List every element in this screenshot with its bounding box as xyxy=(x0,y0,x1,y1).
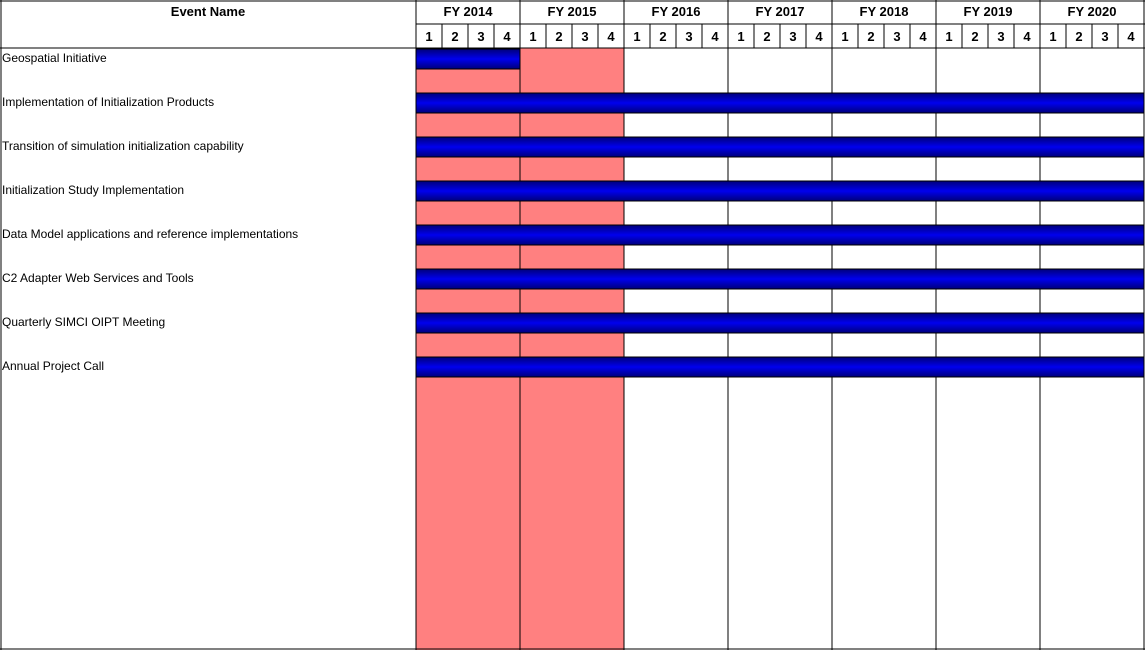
event-label: Implementation of Initialization Product… xyxy=(2,95,214,109)
quarter-label: 1 xyxy=(633,29,640,44)
quarter-label: 3 xyxy=(997,29,1004,44)
fiscal-year-label: FY 2016 xyxy=(652,4,701,19)
event-bar xyxy=(415,48,521,70)
quarter-label: 2 xyxy=(659,29,666,44)
quarter-label: 4 xyxy=(607,29,615,44)
label-layer: Event Name FY 2014 1 2 3 4 FY 2015 1 2 3 4 FY 2016 1… xyxy=(2,4,1135,373)
quarter-label: 1 xyxy=(529,29,536,44)
quarter-label: 3 xyxy=(1101,29,1108,44)
fiscal-year-label: FY 2017 xyxy=(756,4,805,19)
quarter-label: 1 xyxy=(1049,29,1056,44)
quarter-label: 4 xyxy=(1023,29,1031,44)
quarter-label: 4 xyxy=(919,29,927,44)
quarter-label: 1 xyxy=(425,29,432,44)
event-label: Annual Project Call xyxy=(2,359,104,373)
quarter-label: 3 xyxy=(893,29,900,44)
quarter-label: 2 xyxy=(867,29,874,44)
quarter-label: 2 xyxy=(971,29,978,44)
event-label: Geospatial Initiative xyxy=(2,51,107,65)
quarter-label: 1 xyxy=(841,29,848,44)
quarter-label: 2 xyxy=(555,29,562,44)
event-bar xyxy=(415,136,1145,158)
quarter-label: 2 xyxy=(451,29,458,44)
fiscal-year-label: FY 2020 xyxy=(1068,4,1117,19)
quarter-label: 4 xyxy=(711,29,719,44)
quarter-label: 4 xyxy=(1127,29,1135,44)
quarter-label: 3 xyxy=(685,29,692,44)
event-name-header: Event Name xyxy=(171,4,245,19)
event-bar xyxy=(415,356,1145,378)
quarter-label: 4 xyxy=(503,29,511,44)
quarter-label: 4 xyxy=(815,29,823,44)
fiscal-year-label: FY 2019 xyxy=(964,4,1013,19)
quarter-label: 3 xyxy=(789,29,796,44)
event-bar xyxy=(415,224,1145,246)
event-bar xyxy=(415,180,1145,202)
event-bar xyxy=(415,92,1145,114)
bar-layer xyxy=(415,48,1145,378)
fiscal-year-label: FY 2015 xyxy=(548,4,597,19)
event-label: Transition of simulation initialization … xyxy=(2,139,244,153)
fiscal-year-label: FY 2014 xyxy=(444,4,494,19)
fiscal-year-label: FY 2018 xyxy=(860,4,909,19)
quarter-label: 1 xyxy=(737,29,744,44)
quarter-label: 2 xyxy=(1075,29,1082,44)
quarter-label: 3 xyxy=(477,29,484,44)
quarter-label: 3 xyxy=(581,29,588,44)
event-label: Data Model applications and reference im… xyxy=(2,227,298,241)
event-label: Initialization Study Implementation xyxy=(2,183,184,197)
event-bar xyxy=(415,268,1145,290)
quarter-label: 1 xyxy=(945,29,952,44)
quarter-label: 2 xyxy=(763,29,770,44)
event-label: Quarterly SIMCI OIPT Meeting xyxy=(2,315,165,329)
event-label: C2 Adapter Web Services and Tools xyxy=(2,271,194,285)
event-bar xyxy=(415,312,1145,334)
